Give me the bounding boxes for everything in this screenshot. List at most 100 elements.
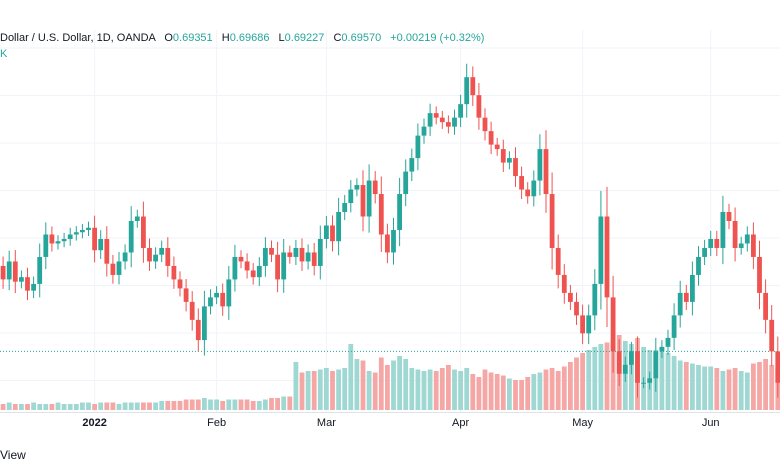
- candle-body: [122, 252, 128, 262]
- candle-body: [537, 149, 543, 181]
- volume-bar: [73, 404, 79, 410]
- candle-body: [165, 247, 171, 266]
- close-label: C: [333, 32, 342, 44]
- candle-body: [195, 319, 201, 341]
- candle-body: [708, 238, 714, 248]
- candle-body: [671, 315, 677, 338]
- candle-body: [610, 297, 616, 352]
- candle-body: [238, 256, 244, 262]
- volume-bar: [147, 402, 152, 410]
- volume-bar: [598, 344, 604, 410]
- candle-body: [629, 351, 634, 365]
- volume-bar: [220, 401, 226, 410]
- candle-body: [25, 277, 30, 291]
- volume-bar: [720, 371, 726, 410]
- candle-body: [543, 149, 549, 195]
- volume-bar: [494, 374, 500, 410]
- candle-body: [415, 135, 421, 159]
- candle-body: [616, 351, 622, 374]
- volume-bar: [128, 402, 134, 410]
- volume-bar: [86, 402, 91, 410]
- candle-body: [738, 243, 744, 248]
- ohlc-legend: Dollar / U.S. Dollar, 1D, OANDA O0.69351…: [0, 32, 484, 44]
- candle-body: [202, 306, 207, 341]
- volume-bar: [67, 404, 73, 410]
- candle-body: [19, 277, 24, 282]
- candle-body: [397, 194, 402, 230]
- x-tick-label: Mar: [316, 417, 336, 429]
- candle-body: [342, 203, 348, 213]
- volume-bar: [159, 401, 165, 410]
- candle-body: [37, 256, 43, 284]
- candle-body: [659, 346, 665, 352]
- candle-body: [61, 238, 67, 242]
- volume-bar: [214, 399, 219, 410]
- candle-body: [513, 158, 518, 177]
- volume-bar: [543, 369, 549, 410]
- candle-body: [183, 288, 189, 302]
- volume-bar: [263, 399, 268, 410]
- candle-body: [317, 238, 323, 266]
- volume-bar: [275, 398, 280, 410]
- volume-bar: [519, 380, 524, 410]
- candle-body: [31, 283, 36, 291]
- high-value: 0.69686: [229, 32, 270, 44]
- volume-bar: [659, 347, 665, 410]
- volume-bar: [269, 398, 274, 410]
- candle-body: [598, 216, 604, 284]
- candle-body: [446, 122, 451, 127]
- candle-body: [549, 194, 555, 248]
- volume-bar: [80, 402, 85, 410]
- volume-bar: [537, 372, 543, 410]
- volume-bar: [287, 396, 293, 410]
- candle-body: [208, 297, 213, 307]
- volume-bar: [763, 359, 768, 410]
- candle-body: [98, 238, 104, 251]
- candle-body: [494, 144, 500, 150]
- volume-bar: [732, 368, 738, 410]
- candle-body: [305, 252, 311, 262]
- candle-body: [189, 301, 195, 320]
- candle-body: [134, 216, 140, 221]
- candle-body: [128, 221, 134, 253]
- candle-body: [757, 256, 762, 293]
- volume-bar: [98, 402, 104, 410]
- volume-bar: [141, 402, 146, 410]
- candle-body: [80, 229, 85, 233]
- volume-bar: [397, 356, 402, 410]
- candle-body: [702, 247, 707, 257]
- volume-bar: [586, 350, 592, 410]
- candle-body: [378, 194, 384, 235]
- volume-bar: [354, 359, 360, 410]
- candle-body: [720, 212, 726, 248]
- x-tick-label: Jun: [701, 417, 720, 429]
- time-axis-border: [0, 412, 780, 413]
- volume-bar: [348, 344, 354, 410]
- candle-body: [244, 261, 250, 271]
- volume-bar: [507, 378, 512, 410]
- symbol-text: Dollar / U.S. Dollar, 1D, OANDA: [0, 32, 156, 44]
- candle-body: [751, 234, 756, 257]
- volume-bar: [116, 404, 122, 410]
- volume-bar: [391, 360, 396, 410]
- low-label: L: [278, 32, 285, 44]
- volume-bar: [281, 396, 287, 410]
- candle-body: [452, 117, 457, 127]
- candle-body: [696, 256, 701, 275]
- volume-bar: [195, 399, 201, 410]
- volume-bar: [403, 359, 409, 410]
- candle-body: [665, 337, 671, 347]
- candle-body: [531, 180, 537, 197]
- volume-bar: [153, 402, 158, 410]
- candle-body: [159, 247, 165, 255]
- volume-bar: [244, 399, 250, 410]
- open-label: O: [164, 32, 173, 44]
- candle-body: [336, 212, 341, 242]
- volume-bar: [470, 374, 476, 410]
- candle-body: [622, 364, 628, 374]
- volume-bar: [751, 363, 756, 410]
- candle-body: [348, 189, 354, 204]
- volume-bar: [738, 371, 744, 410]
